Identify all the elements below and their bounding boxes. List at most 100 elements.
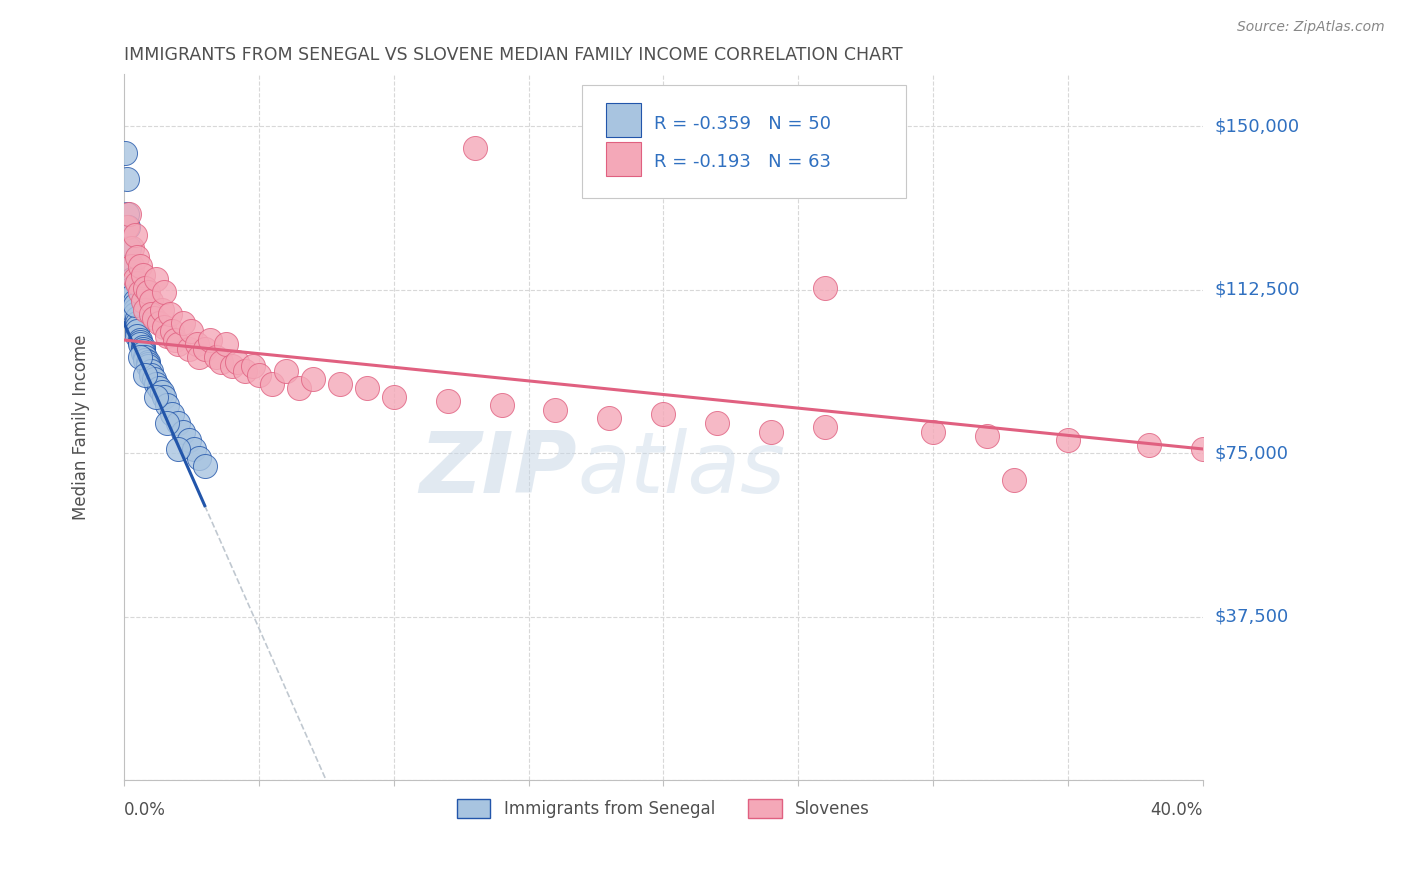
Point — [544, 402, 567, 417]
Point — [356, 381, 378, 395]
Point — [1137, 437, 1160, 451]
Point — [134, 368, 156, 382]
Point — [1002, 473, 1025, 487]
Text: $112,500: $112,500 — [1215, 281, 1299, 299]
Point — [204, 351, 226, 365]
Point — [150, 385, 173, 400]
Point — [172, 316, 194, 330]
Point — [142, 311, 165, 326]
Point — [136, 285, 159, 299]
Point — [127, 328, 149, 343]
Point — [814, 281, 837, 295]
Point — [188, 450, 211, 465]
Point — [132, 343, 155, 358]
Point — [329, 376, 352, 391]
Point — [180, 324, 202, 338]
Point — [129, 285, 152, 299]
Text: $150,000: $150,000 — [1215, 118, 1299, 136]
Text: atlas: atlas — [576, 428, 785, 511]
Point — [132, 342, 155, 356]
Point — [127, 277, 149, 291]
Point — [127, 311, 149, 326]
Point — [464, 141, 486, 155]
Point — [129, 351, 152, 365]
Legend: Immigrants from Senegal, Slovenes: Immigrants from Senegal, Slovenes — [450, 792, 876, 825]
Text: $37,500: $37,500 — [1215, 607, 1288, 626]
Point — [1057, 434, 1080, 448]
Point — [156, 398, 179, 412]
Point — [288, 381, 311, 395]
Point — [194, 459, 217, 474]
Point — [165, 333, 187, 347]
Text: 40.0%: 40.0% — [1150, 802, 1204, 820]
Point — [209, 355, 232, 369]
Point — [115, 206, 138, 220]
Point — [1192, 442, 1215, 456]
Point — [153, 285, 176, 299]
Point — [127, 316, 149, 330]
Point — [132, 340, 155, 354]
Point — [117, 219, 139, 234]
Point — [127, 250, 149, 264]
Point — [136, 359, 159, 374]
Text: R = -0.193   N = 63: R = -0.193 N = 63 — [654, 153, 831, 171]
Point — [301, 372, 323, 386]
Point — [162, 324, 184, 338]
Point — [121, 259, 143, 273]
Point — [145, 390, 167, 404]
Point — [121, 242, 143, 256]
Point — [156, 328, 179, 343]
Point — [166, 416, 188, 430]
Point — [652, 407, 675, 421]
Point — [177, 342, 200, 356]
Point — [166, 337, 188, 351]
Bar — [606, 142, 641, 176]
Text: $75,000: $75,000 — [1215, 444, 1288, 462]
Point — [186, 337, 208, 351]
Point — [124, 293, 146, 308]
Point — [198, 333, 221, 347]
Point — [156, 416, 179, 430]
Point — [118, 259, 141, 273]
Point — [129, 335, 152, 350]
Text: Source: ZipAtlas.com: Source: ZipAtlas.com — [1237, 20, 1385, 34]
Point — [124, 298, 146, 312]
Point — [127, 320, 149, 334]
Point — [150, 302, 173, 317]
Point — [139, 363, 162, 377]
Point — [491, 398, 513, 412]
Point — [136, 355, 159, 369]
Point — [124, 302, 146, 317]
Text: 0.0%: 0.0% — [124, 802, 166, 820]
Point — [153, 390, 176, 404]
Point — [274, 363, 297, 377]
Point — [132, 346, 155, 360]
Point — [134, 352, 156, 367]
Point — [142, 372, 165, 386]
Point — [145, 272, 167, 286]
Point — [145, 376, 167, 391]
Point — [242, 359, 264, 374]
Point — [134, 302, 156, 317]
Point — [129, 337, 152, 351]
Point — [148, 316, 170, 330]
Point — [129, 333, 152, 347]
Text: ZIP: ZIP — [419, 428, 576, 511]
Point — [183, 442, 205, 456]
Point — [121, 289, 143, 303]
Point — [139, 368, 162, 382]
Point — [436, 394, 458, 409]
Text: Median Family Income: Median Family Income — [72, 334, 90, 520]
Point — [124, 272, 146, 286]
Point — [153, 320, 176, 334]
Text: R = -0.359   N = 50: R = -0.359 N = 50 — [654, 114, 831, 133]
Point — [124, 228, 146, 243]
Point — [247, 368, 270, 382]
Point — [194, 342, 217, 356]
Point — [598, 411, 620, 425]
Point — [162, 407, 184, 421]
Point — [118, 206, 141, 220]
Point — [172, 425, 194, 439]
Point — [922, 425, 945, 439]
Point — [132, 293, 155, 308]
